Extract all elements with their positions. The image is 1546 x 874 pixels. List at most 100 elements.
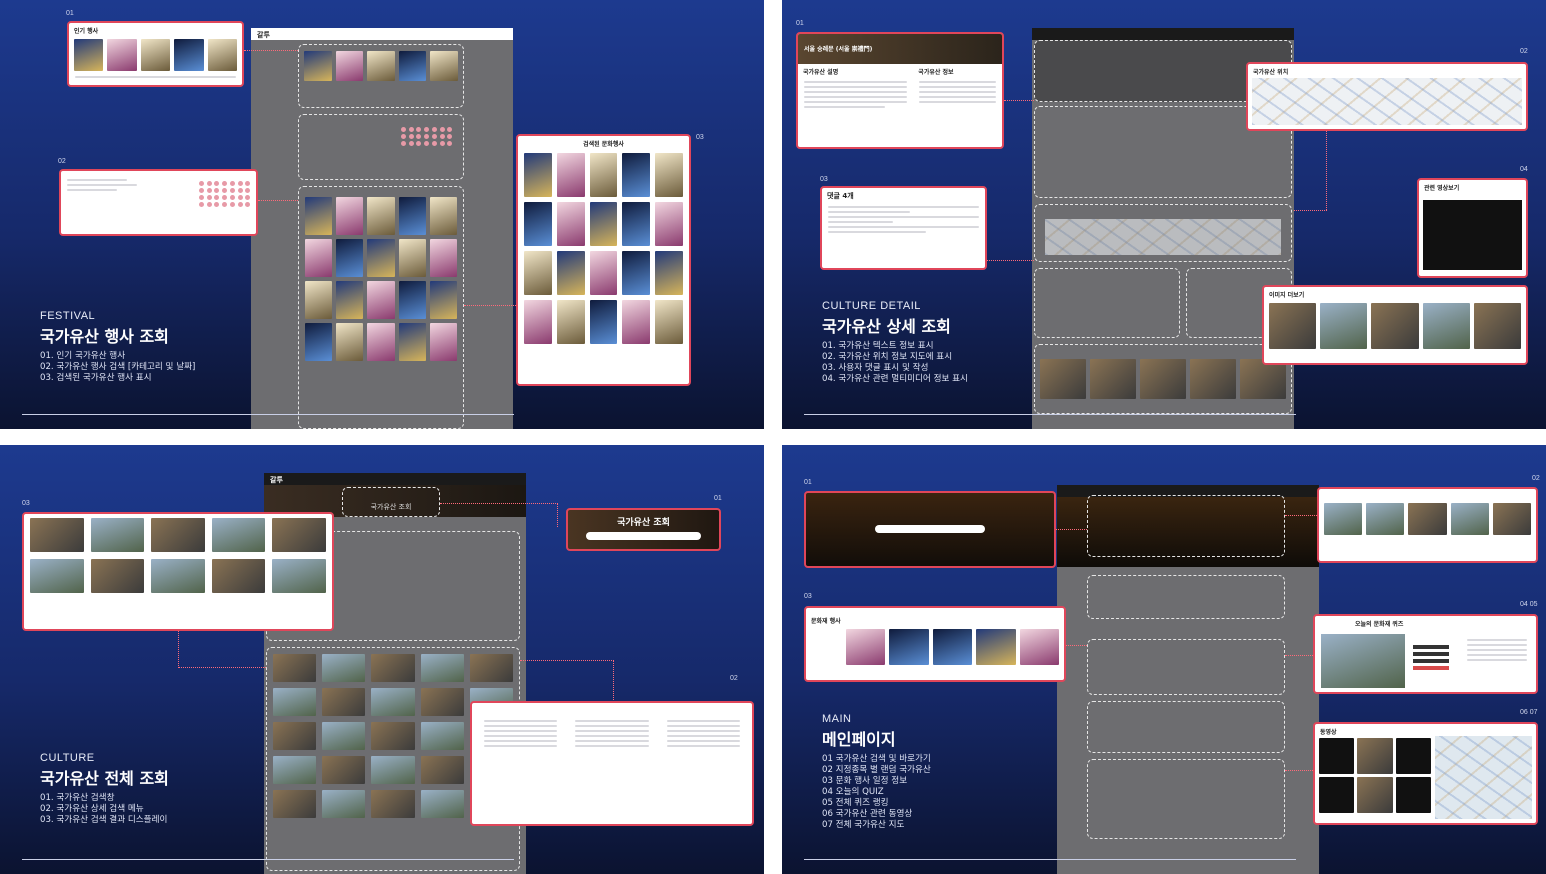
callout-number: 02 bbox=[730, 675, 738, 682]
feature-item: 03 문화 행사 일정 정보 bbox=[822, 776, 908, 786]
quiz-option[interactable] bbox=[1413, 645, 1449, 649]
callout-title: 인기 행사 bbox=[74, 28, 99, 35]
slide-caption: FESTIVAL 국가유산 행사 조회 01. 인기 국가유산 행사 02. 국… bbox=[40, 310, 195, 384]
callout-title: 이미지 더보기 bbox=[1269, 292, 1305, 299]
callout-number: 01 bbox=[796, 20, 804, 27]
main-page-mock bbox=[1057, 485, 1319, 874]
divider bbox=[804, 859, 1296, 860]
callout-random-heritage bbox=[1317, 487, 1538, 563]
mock-title: 국가유산 조회 bbox=[370, 503, 412, 511]
hero-search-input[interactable] bbox=[875, 525, 985, 533]
callout-number: 03 bbox=[22, 500, 30, 507]
callout-title: 문화재 행사 bbox=[811, 618, 841, 625]
logo: 갈투 bbox=[270, 476, 283, 484]
feature-item: 02 지정종목 별 랜덤 국가유산 bbox=[822, 765, 931, 775]
location-map[interactable] bbox=[1252, 78, 1522, 125]
callout-search-results bbox=[22, 512, 334, 631]
callout-event-search bbox=[59, 169, 258, 236]
callout-title: 국가유산 조회 bbox=[617, 518, 670, 528]
event-thumbnail bbox=[335, 51, 364, 81]
feature-item: 03. 국가유산 검색 결과 디스플레이 bbox=[40, 815, 168, 825]
slide-festival: 갈투 bbox=[0, 0, 764, 429]
callout-number: 01 bbox=[714, 495, 722, 502]
callout-number: 02 bbox=[58, 158, 66, 165]
feature-item: 01 국가유산 검색 및 바로가기 bbox=[822, 754, 931, 764]
slide-tag: FESTIVAL bbox=[40, 310, 96, 322]
feature-item: 03. 검색된 국가유산 행사 표시 bbox=[40, 373, 152, 383]
feature-item: 03. 사용자 댓글 표시 및 작성 bbox=[822, 363, 929, 373]
callout-number: 03 bbox=[820, 176, 828, 183]
video-player[interactable] bbox=[1423, 200, 1522, 270]
callout-hero-search bbox=[804, 491, 1056, 568]
feature-item: 04 오늘의 QUIZ bbox=[822, 787, 884, 797]
slide-caption: CULTURE 국가유산 전체 조회 01. 국가유산 검색창 02. 국가유산… bbox=[40, 752, 169, 826]
callout-number: 01 bbox=[804, 479, 812, 486]
festival-page-mock: 갈투 bbox=[251, 28, 513, 429]
feature-item: 01. 국가유산 텍스트 정보 표시 bbox=[822, 341, 934, 351]
callout-title: 관련 영상보기 bbox=[1424, 185, 1460, 192]
quiz-option[interactable] bbox=[1413, 659, 1449, 663]
callout-number: 06 07 bbox=[1520, 709, 1538, 716]
slide-title: 국가유산 전체 조회 bbox=[40, 769, 169, 788]
heritage-search-input[interactable] bbox=[586, 532, 701, 540]
feature-item: 01. 국가유산 검색창 bbox=[40, 793, 115, 803]
event-search-region bbox=[298, 114, 464, 180]
callout-title: 동영상 bbox=[1320, 729, 1337, 736]
callout-title: 국가유산 위치 bbox=[1253, 69, 1289, 76]
callout-quiz: 오늘의 문화재 퀴즈 bbox=[1313, 614, 1538, 694]
callout-number: 04 05 bbox=[1520, 601, 1538, 608]
callout-event-results: 검색된 문화행사 bbox=[516, 134, 691, 386]
slide-main: 01 02 03 문화재 행사 04 05 오늘의 문화재 퀴즈 bbox=[782, 445, 1546, 874]
feature-item: 02. 국가유산 행사 검색 [카테고리 및 날짜] bbox=[40, 362, 196, 372]
slide-title: 국가유산 상세 조회 bbox=[822, 317, 951, 336]
description-heading: 국가유산 설명 bbox=[803, 69, 839, 76]
slide-title: 국가유산 행사 조회 bbox=[40, 327, 169, 346]
heritage-map[interactable] bbox=[1435, 736, 1532, 819]
quiz-submit[interactable] bbox=[1413, 666, 1449, 670]
callout-location-map: 국가유산 위치 bbox=[1246, 62, 1528, 131]
callout-video-map: 동영상 bbox=[1313, 722, 1538, 825]
callout-number: 03 bbox=[804, 593, 812, 600]
callout-title: 오늘의 문화재 퀴즈 bbox=[1355, 621, 1404, 628]
event-thumbnail bbox=[304, 51, 332, 81]
quiz-image bbox=[1321, 634, 1405, 688]
divider bbox=[22, 859, 514, 860]
comment-count: 댓글 4개 bbox=[827, 192, 854, 200]
callout-search-bar: 국가유산 조회 bbox=[566, 508, 721, 551]
event-thumbnail bbox=[367, 51, 395, 81]
callout-comments: 댓글 4개 bbox=[820, 186, 987, 270]
callout-event-schedule: 문화재 행사 bbox=[804, 606, 1066, 682]
quiz-option[interactable] bbox=[1413, 652, 1449, 656]
callout-heritage-text: 서울 숭례문 (서울 崇禮門) 국가유산 설명 국가유산 정보 bbox=[796, 32, 1004, 149]
callout-number: 02 bbox=[1532, 475, 1540, 482]
callout-more-images: 이미지 더보기 bbox=[1262, 285, 1528, 365]
slide-culture-detail: 01 서울 숭례문 (서울 崇禮門) 국가유산 설명 국가유산 정보 02 국가… bbox=[782, 0, 1546, 429]
callout-video: 관련 영상보기 bbox=[1417, 178, 1528, 278]
feature-item: 06 국가유산 관련 동영상 bbox=[822, 809, 913, 819]
slide-caption: MAIN 메인페이지 01 국가유산 검색 및 바로가기 02 지정종목 별 랜… bbox=[822, 713, 931, 831]
callout-title: 검색된 문화행사 bbox=[583, 141, 624, 148]
event-results-region bbox=[298, 186, 464, 429]
slide-tag: CULTURE bbox=[40, 752, 95, 764]
feature-item: 02. 국가유산 상세 검색 메뉴 bbox=[40, 804, 144, 814]
feature-item: 01. 인기 국가유산 행사 bbox=[40, 351, 126, 361]
divider bbox=[804, 414, 1296, 415]
slide-culture: 갈투 국가유산 조회 01 국가유산 조 bbox=[0, 445, 764, 874]
callout-number: 03 bbox=[696, 134, 704, 141]
callout-detail-filter bbox=[470, 701, 754, 826]
callout-number: 02 bbox=[1520, 48, 1528, 55]
feature-item: 02. 국가유산 위치 정보 지도에 표시 bbox=[822, 352, 953, 362]
feature-item: 07 전체 국가유산 지도 bbox=[822, 820, 905, 830]
slide-caption: CULTURE DETAIL 국가유산 상세 조회 01. 국가유산 텍스트 정… bbox=[822, 300, 968, 385]
feature-item: 04. 국가유산 관련 멀티미디어 정보 표시 bbox=[822, 374, 968, 384]
callout-popular-events: 인기 행사 bbox=[67, 21, 244, 87]
callout-number: 01 bbox=[66, 10, 74, 17]
divider bbox=[22, 414, 514, 415]
event-thumbnail bbox=[430, 51, 458, 81]
event-thumbnail bbox=[398, 51, 427, 81]
slide-title: 메인페이지 bbox=[822, 730, 896, 749]
logo: 갈투 bbox=[257, 31, 270, 39]
slide-tag: CULTURE DETAIL bbox=[822, 300, 921, 312]
popular-events-region bbox=[298, 44, 464, 108]
